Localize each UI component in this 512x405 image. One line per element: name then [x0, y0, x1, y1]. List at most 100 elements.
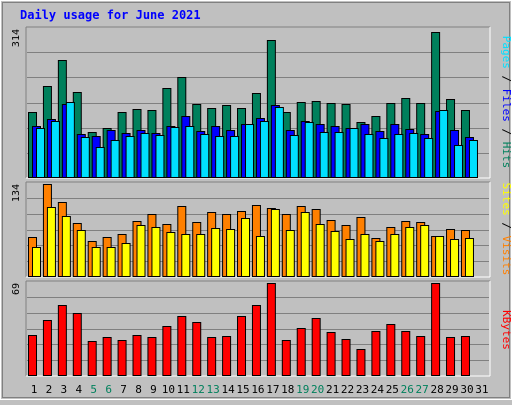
- bar-kbytes-day-8: [132, 335, 142, 376]
- bar-sites-day-18: [285, 230, 295, 277]
- bar-pages-day-21: [334, 132, 344, 178]
- x-tick-label: 8: [135, 383, 142, 396]
- bar-pages-day-14: [230, 136, 240, 178]
- series-pages: [36, 102, 478, 178]
- bar-sites-day-10: [166, 232, 176, 277]
- bar-pages-day-8: [140, 133, 150, 178]
- bar-pages-day-25: [394, 134, 404, 178]
- bar-sites-day-9: [151, 227, 161, 277]
- legend-hits_files_pages: Pages / Files / Hits: [500, 36, 512, 169]
- bar-kbytes-day-16: [251, 305, 261, 376]
- bar-kbytes-day-14: [222, 336, 232, 376]
- bar-pages-day-17: [274, 107, 284, 178]
- legend-kbytes: KBytes: [500, 310, 512, 350]
- bar-pages-day-18: [289, 135, 299, 178]
- bar-sites-day-17: [270, 209, 280, 277]
- bar-kbytes-day-18: [281, 340, 291, 376]
- panel-hits_files_pages: 314 Pages / Files / Hits: [11, 26, 512, 179]
- bar-kbytes-day-19: [296, 328, 306, 376]
- bar-pages-day-9: [155, 135, 165, 178]
- bar-sites-day-11: [181, 234, 191, 277]
- bar-sites-day-19: [300, 212, 310, 277]
- bar-pages-day-27: [424, 138, 434, 178]
- bar-kbytes-day-25: [386, 324, 396, 376]
- bar-pages-day-19: [304, 122, 314, 178]
- bar-kbytes-day-11: [177, 316, 187, 376]
- bar-pages-day-28: [439, 110, 449, 178]
- bar-kbytes-day-1: [28, 335, 37, 376]
- x-tick-label: 12: [192, 383, 205, 396]
- bar-sites-day-7: [121, 243, 131, 277]
- bar-pages-day-29: [454, 145, 464, 178]
- series-sites: [32, 207, 474, 277]
- legend-separator: /: [500, 69, 512, 89]
- bar-kbytes-day-4: [72, 313, 82, 376]
- x-tick-label: 25: [386, 383, 399, 396]
- bar-pages-day-1: [36, 128, 45, 178]
- bar-kbytes-day-13: [207, 337, 217, 376]
- bar-sites-day-14: [226, 229, 236, 277]
- bar-kbytes-day-15: [237, 316, 247, 376]
- bar-sites-day-22: [345, 239, 355, 277]
- x-tick-label: 18: [281, 383, 294, 396]
- bar-sites-day-29: [450, 239, 460, 277]
- bar-kbytes-day-27: [416, 336, 426, 376]
- bar-pages-day-6: [110, 140, 120, 178]
- bar-pages-day-11: [185, 126, 195, 178]
- bar-pages-day-30: [468, 140, 478, 178]
- x-tick-label: 6: [105, 383, 112, 396]
- x-tick-label: 15: [236, 383, 249, 396]
- x-tick-label: 31: [475, 383, 488, 396]
- bar-sites-day-24: [375, 241, 385, 277]
- bar-kbytes-day-30: [460, 336, 470, 376]
- bar-sites-day-23: [360, 234, 370, 277]
- x-tick-label: 30: [460, 383, 473, 396]
- x-tick-label: 2: [46, 383, 53, 396]
- legend-item-pages: Pages: [500, 36, 512, 69]
- x-tick-label: 20: [311, 383, 324, 396]
- y-max-label: 314: [11, 29, 22, 47]
- bar-sites-day-28: [435, 236, 445, 277]
- x-tick-label: 22: [341, 383, 354, 396]
- bar-kbytes-day-24: [371, 331, 381, 376]
- legend-item-visits: Visits: [500, 236, 512, 276]
- x-tick-label: 1: [31, 383, 38, 396]
- bar-sites-day-15: [241, 218, 251, 277]
- x-tick-label: 26: [401, 383, 414, 396]
- legend-visits_sites: Sites / Visits: [500, 183, 512, 276]
- bar-kbytes-day-12: [192, 322, 202, 376]
- y-max-label: 69: [11, 283, 22, 295]
- legend-item-sites: Sites: [500, 183, 512, 216]
- bar-sites-day-25: [390, 234, 400, 277]
- bar-pages-day-4: [80, 137, 90, 178]
- bar-sites-day-3: [61, 216, 71, 277]
- bar-kbytes-day-7: [117, 340, 127, 376]
- bar-kbytes-day-21: [326, 332, 336, 376]
- bar-sites-day-20: [315, 224, 325, 277]
- bar-sites-day-2: [46, 207, 56, 277]
- bar-pages-day-12: [200, 134, 210, 178]
- bar-sites-day-27: [420, 225, 430, 277]
- panels-layer: 314 Pages / Files / Hits 134 Sites / Visits…: [11, 26, 512, 377]
- bar-sites-day-26: [405, 227, 415, 277]
- bar-kbytes-day-3: [57, 305, 67, 376]
- bar-sites-day-1: [32, 247, 41, 277]
- legend-item-hits: Hits: [500, 142, 512, 169]
- legend-separator: /: [500, 216, 512, 236]
- bar-sites-day-16: [255, 236, 265, 277]
- bar-pages-day-16: [259, 121, 269, 178]
- panel-kbytes: 69 KBytes: [11, 280, 512, 377]
- bar-pages-day-10: [170, 127, 180, 178]
- bar-kbytes-day-20: [311, 318, 321, 376]
- bar-pages-day-24: [379, 138, 389, 178]
- bar-pages-day-26: [409, 133, 419, 178]
- outer-bevel-dark: [2, 2, 510, 398]
- bar-pages-day-13: [215, 136, 225, 178]
- x-tick-label: 29: [445, 383, 458, 396]
- bar-kbytes-day-28: [431, 283, 441, 376]
- bar-kbytes-day-17: [266, 283, 276, 376]
- x-tick-label: 5: [90, 383, 97, 396]
- bar-kbytes-day-29: [446, 337, 456, 376]
